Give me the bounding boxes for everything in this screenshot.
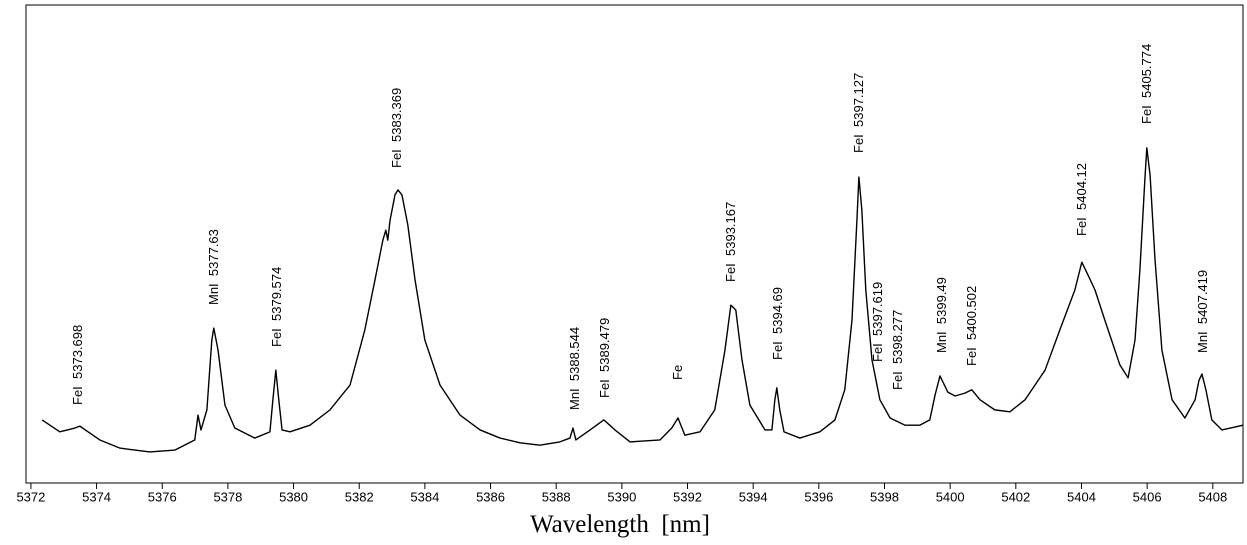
peak-annotation: FeI 5373.698 bbox=[70, 325, 85, 405]
peak-annotation: MnI 5407.419 bbox=[1195, 270, 1210, 353]
peak-annotation: FeI 5404.12 bbox=[1074, 163, 1089, 236]
x-tick-label: 5394 bbox=[739, 490, 768, 505]
peak-annotation: FeI 5379.574 bbox=[269, 267, 284, 347]
peak-annotation: FeI 5389.479 bbox=[597, 318, 612, 398]
x-tick-label: 5404 bbox=[1067, 490, 1096, 505]
peak-annotation: FeI 5400.502 bbox=[964, 286, 979, 366]
x-tick-label: 5374 bbox=[82, 490, 111, 505]
peak-annotation: FeI 5393.167 bbox=[723, 202, 738, 282]
x-axis-label: Wavelength [nm] bbox=[530, 511, 710, 538]
peak-annotation: FeI 5383.369 bbox=[389, 88, 404, 168]
x-tick-label: 5380 bbox=[279, 490, 308, 505]
peak-annotation: FeI 5397.127 bbox=[851, 73, 866, 153]
x-tick-label: 5382 bbox=[345, 490, 374, 505]
peak-annotation: MnI 5377.63 bbox=[206, 229, 221, 305]
peak-annotation: FeI 5397.619 bbox=[870, 282, 885, 362]
peak-annotation: MnI 5388.544 bbox=[567, 327, 582, 410]
x-tick-label: 5388 bbox=[542, 490, 571, 505]
x-tick-label: 5372 bbox=[16, 490, 45, 505]
peak-annotation: FeI 5394.69 bbox=[770, 287, 785, 360]
x-tick-label: 5376 bbox=[148, 490, 177, 505]
peak-annotation: FeI 5398.277 bbox=[890, 310, 905, 390]
x-tick-label: 5390 bbox=[607, 490, 636, 505]
x-tick-label: 5398 bbox=[870, 490, 899, 505]
x-tick-label: 5386 bbox=[476, 490, 505, 505]
spectrum-line bbox=[41, 147, 1244, 453]
x-tick-label: 5406 bbox=[1133, 490, 1162, 505]
x-tick-label: 5392 bbox=[673, 490, 702, 505]
x-tick-label: 5400 bbox=[936, 490, 965, 505]
peak-annotation: Fe bbox=[670, 365, 685, 380]
x-tick-label: 5396 bbox=[804, 490, 833, 505]
x-tick-label: 5408 bbox=[1198, 490, 1227, 505]
x-tick-label: 5384 bbox=[410, 490, 439, 505]
x-tick-label: 5402 bbox=[1001, 490, 1030, 505]
peak-annotation: MnI 5399.49 bbox=[934, 277, 949, 353]
peak-annotation: FeI 5405.774 bbox=[1139, 44, 1154, 124]
x-tick-label: 5378 bbox=[213, 490, 242, 505]
plot-frame bbox=[25, 4, 1244, 484]
